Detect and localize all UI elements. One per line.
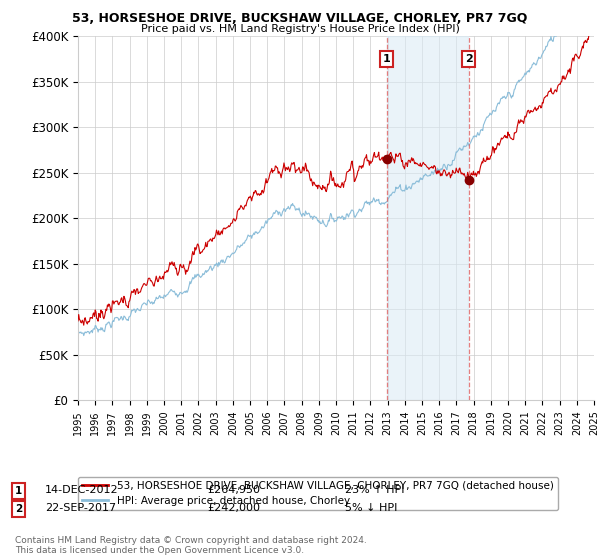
Text: 53, HORSESHOE DRIVE, BUCKSHAW VILLAGE, CHORLEY, PR7 7GQ: 53, HORSESHOE DRIVE, BUCKSHAW VILLAGE, C… — [73, 12, 527, 25]
Text: 2: 2 — [465, 54, 473, 64]
Legend: 53, HORSESHOE DRIVE, BUCKSHAW VILLAGE, CHORLEY, PR7 7GQ (detached house), HPI: A: 53, HORSESHOE DRIVE, BUCKSHAW VILLAGE, C… — [78, 477, 557, 510]
Text: Price paid vs. HM Land Registry's House Price Index (HPI): Price paid vs. HM Land Registry's House … — [140, 24, 460, 34]
Text: 1: 1 — [383, 54, 391, 64]
Text: Contains HM Land Registry data © Crown copyright and database right 2024.: Contains HM Land Registry data © Crown c… — [15, 536, 367, 545]
Text: 22-SEP-2017: 22-SEP-2017 — [45, 503, 116, 514]
Text: £264,950: £264,950 — [207, 485, 260, 495]
Text: 14-DEC-2012: 14-DEC-2012 — [45, 485, 119, 495]
Text: £242,000: £242,000 — [207, 503, 260, 514]
Text: 23% ↑ HPI: 23% ↑ HPI — [345, 485, 404, 495]
Text: 1: 1 — [15, 486, 22, 496]
Text: 5% ↓ HPI: 5% ↓ HPI — [345, 503, 397, 514]
Text: This data is licensed under the Open Government Licence v3.0.: This data is licensed under the Open Gov… — [15, 545, 304, 555]
Text: 2: 2 — [15, 505, 22, 515]
